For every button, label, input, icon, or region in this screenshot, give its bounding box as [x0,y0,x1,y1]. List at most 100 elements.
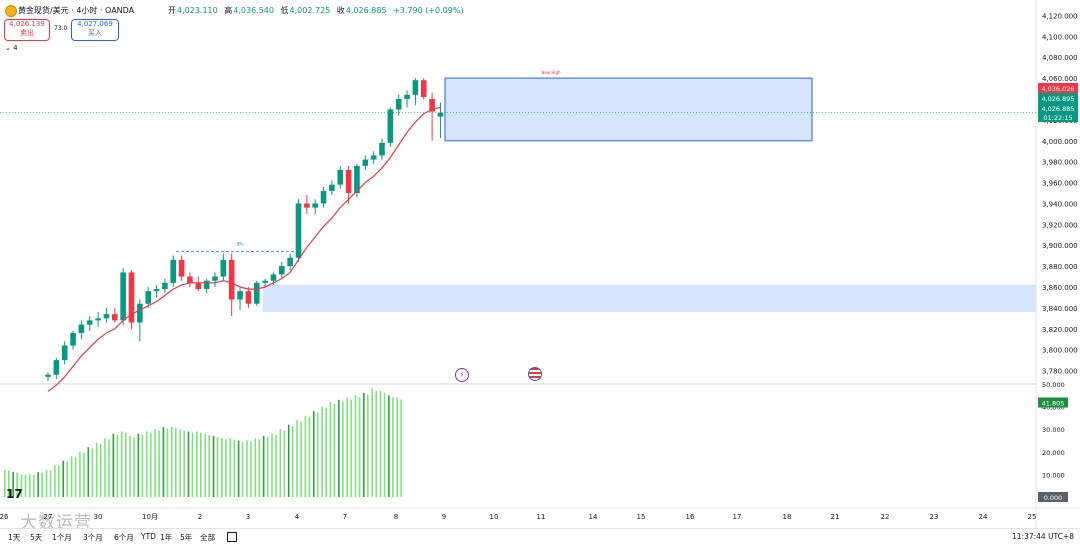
volume-bar [8,470,10,497]
candle-body [429,99,435,112]
price-chart[interactable]: New High 8% 4,120.000 4,100.000 4,080.000 4,… [0,0,1080,528]
buy-button[interactable]: 4,027.069 买入 [71,19,119,41]
volume-bar [316,412,319,497]
chart-zones: New High 8% [0,70,1036,313]
volume-zero-badge: 0.000 [1044,494,1063,502]
volume-bar [354,395,357,497]
candle-body [145,291,151,304]
volume-bar [379,390,382,497]
volume-bar [283,430,286,497]
volume-bar [79,451,81,497]
volume-last-badge: 41.805 [1042,400,1065,408]
volume-bar [200,432,202,497]
volume-bar [346,397,348,497]
volume-bar [149,432,152,497]
volume-bar [325,408,327,497]
candle-body [279,266,285,275]
volume-bar [158,430,160,497]
bid-price-label: 4,026.895 [1041,95,1074,103]
range-1y-button[interactable]: 1年 [160,533,173,542]
volume-bar [4,469,6,497]
candle-body [379,142,385,156]
volume-bar [145,431,148,497]
lightning-event-icon[interactable]: ⚡ [455,368,469,382]
candle-body [337,170,344,185]
candle-body [345,170,352,193]
footer-bar: 1天 5天 1个月 3个月 6个月 YTD 1年 5年 全部 11:37:44 … [0,528,1080,547]
volume-bar [375,390,377,497]
volume-bar [392,397,394,497]
indicator-toggle[interactable]: ⌄ 4 [5,44,18,52]
volume-bar [279,429,282,497]
volume-bar [271,433,273,497]
candle-body [153,289,160,292]
volume-bar [321,406,323,497]
volume-bar [129,435,131,497]
candle-body [70,332,76,346]
candle-body [162,282,168,290]
chart-grid [0,0,1080,528]
sell-button[interactable]: 4,026.139 卖出 [4,19,50,41]
candle-body [128,272,135,323]
dashed-level-text: 8% [237,241,244,246]
y-tick-label: 3,780.000 [1042,368,1078,376]
ask-price-label: 4,036.026 [1041,85,1074,93]
x-tick-label: 8 [394,513,398,521]
volume-tick-label: 10.000 [1042,471,1065,479]
range-all-button[interactable]: 全部 [200,533,215,542]
volume-bar [287,424,290,497]
ohlc-change-value: +3.790 (+0.09%) [393,6,464,15]
volume-bar [24,474,27,497]
range-1d-button[interactable]: 1天 [8,533,21,542]
range-1m-button[interactable]: 1个月 [52,533,72,542]
volume-bar [196,431,198,497]
candle-body [170,259,177,283]
candle-body [137,303,143,323]
volume-bar [225,439,227,497]
candle-body [320,190,327,204]
volume-tick-label: 50.000 [1042,381,1065,389]
volume-bar [70,456,73,497]
candle-body [304,203,310,208]
volume-bar [133,437,135,497]
candle-body [103,314,110,319]
moving-average-line [47,106,441,392]
volume-bar [58,465,60,497]
last-price-label: 4,026.885 [1041,105,1074,113]
candle-body [312,203,318,208]
candle-body [437,112,444,117]
volume-bar [358,397,361,497]
volume-histogram [4,388,403,497]
volume-bar [396,397,399,497]
candle-body [203,280,210,290]
y-tick-label: 3,920.000 [1042,221,1078,229]
y-tick-label: 4,080.000 [1042,54,1078,62]
range-3m-button[interactable]: 3个月 [83,533,103,542]
calendar-icon[interactable] [227,532,237,542]
volume-bar [91,448,94,497]
volume-bar [338,399,340,497]
volume-bar [312,411,315,497]
x-tick-label: 10月 [142,513,158,521]
volume-bar [300,421,302,497]
candle-body [61,345,68,361]
candle-body [112,314,118,321]
volume-bar [116,434,119,497]
range-5y-button[interactable]: 5年 [180,533,193,542]
candle-body [287,257,293,267]
range-6m-button[interactable]: 6个月 [114,533,134,542]
y-tick-label: 4,000.000 [1042,138,1078,146]
candle-body [370,155,377,160]
volume-bar [37,472,39,497]
range-ytd-button[interactable]: YTD [141,532,156,541]
symbol-title[interactable]: 黄金现货/美元 · 4小时 · OANDA [18,6,135,15]
volume-bar [254,438,257,497]
x-tick-label: 11 [537,513,546,521]
range-5d-button[interactable]: 5天 [30,533,43,542]
volume-bar [208,434,210,497]
volume-bar [137,433,140,497]
volume-tick-label: 30.000 [1042,426,1065,434]
us-flag-event-icon[interactable] [528,367,542,381]
candle-body [270,274,277,281]
volume-bar [216,437,219,497]
